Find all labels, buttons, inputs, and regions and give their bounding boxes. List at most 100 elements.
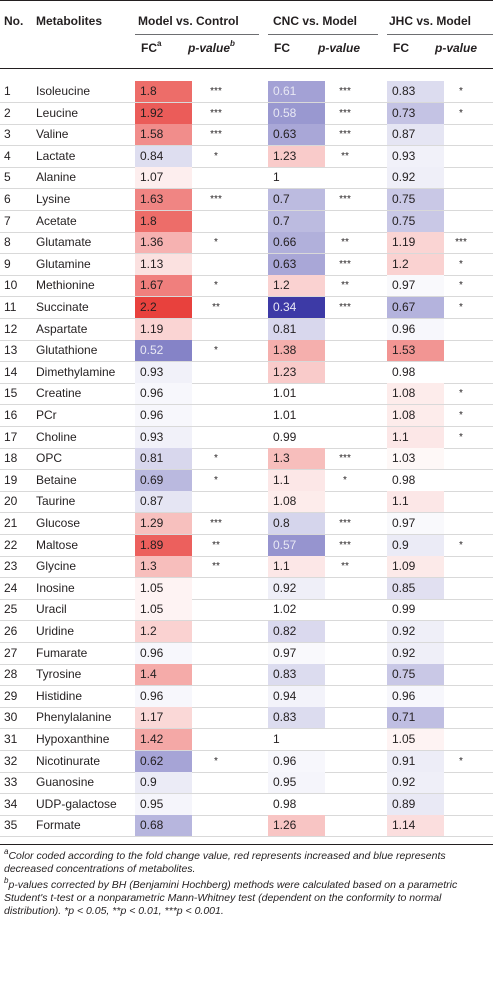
p-value-cell xyxy=(318,599,372,620)
p-value-cell xyxy=(189,686,243,707)
fold-change-cell: 0.63 xyxy=(268,124,325,146)
row-number: 3 xyxy=(4,127,11,142)
table-row: 3 Valine 1.58 *** 0.63 *** 0.87 xyxy=(0,124,493,147)
header-group-model-vs-control: Model vs. Control xyxy=(138,14,239,28)
fold-change-cell: 0.57 xyxy=(268,534,325,556)
fold-change-cell: 0.92 xyxy=(387,772,444,794)
fold-change-cell: 0.85 xyxy=(387,577,444,599)
fold-change-cell: 1.08 xyxy=(387,383,444,405)
fold-change-cell: 1.05 xyxy=(135,599,192,621)
row-divider xyxy=(0,771,493,773)
row-number: 15 xyxy=(4,386,18,401)
row-divider xyxy=(0,404,493,406)
p-value-cell: * xyxy=(214,150,218,162)
fold-change-cell: 0.87 xyxy=(387,124,444,146)
p-value-cell xyxy=(189,621,243,642)
row-number: 31 xyxy=(4,732,18,746)
p-value-cell xyxy=(434,599,488,620)
fold-change-cell: 0.96 xyxy=(387,685,444,707)
fold-change-cell: 1.2 xyxy=(135,621,192,642)
row-divider xyxy=(0,534,493,535)
row-number: 6 xyxy=(4,192,11,206)
fold-change-cell: 1.08 xyxy=(387,405,444,426)
fold-change-cell: 0.83 xyxy=(387,81,444,102)
p-value-cell: * xyxy=(214,280,218,292)
row-divider xyxy=(0,447,493,449)
table-row: 18 OPC 0.81 * 1.3 *** 1.03 xyxy=(0,448,493,471)
p-value-cell: *** xyxy=(339,129,351,141)
group-rule-3 xyxy=(387,34,493,35)
table-row: 26 Uridine 1.2 0.82 0.92 xyxy=(0,621,493,643)
row-divider xyxy=(0,750,493,751)
p-value-cell xyxy=(434,211,488,232)
fold-change-cell: 1.42 xyxy=(135,729,192,750)
p-value-cell: *** xyxy=(210,107,222,119)
p-value-cell xyxy=(434,664,488,685)
fold-change-cell: 0.83 xyxy=(268,664,325,686)
row-divider xyxy=(0,274,493,276)
fold-change-cell: 1.92 xyxy=(135,102,192,124)
fold-change-cell: 1 xyxy=(273,170,280,185)
p-value-cell xyxy=(189,383,243,404)
row-number: 30 xyxy=(4,710,18,725)
row-divider xyxy=(0,512,493,514)
fold-change-cell: 1 xyxy=(273,732,280,746)
p-value-cell: * xyxy=(214,474,218,486)
row-number: 16 xyxy=(4,408,18,422)
p-value-cell xyxy=(318,707,372,728)
row-number: 29 xyxy=(4,688,18,703)
fold-change-cell: 1.09 xyxy=(387,556,444,578)
fold-change-cell: 0.93 xyxy=(135,426,192,448)
fold-change-cell: 0.84 xyxy=(135,145,192,167)
p-value-cell: * xyxy=(459,280,463,292)
fold-change-cell: 0.71 xyxy=(387,707,444,729)
row-number: 26 xyxy=(4,624,18,638)
p-value-cell: * xyxy=(459,539,463,551)
row-divider xyxy=(0,382,493,384)
p-value-cell xyxy=(434,146,488,167)
table-row: 25 Uracil 1.05 1.02 0.99 xyxy=(0,599,493,622)
fold-change-cell: 0.69 xyxy=(135,469,192,491)
p-value-cell xyxy=(189,319,243,340)
table-row: 7 Acetate 1.8 0.7 0.75 xyxy=(0,210,493,233)
fold-change-cell: 0.73 xyxy=(387,102,444,124)
p-value-cell xyxy=(189,254,243,275)
p-value-cell: ** xyxy=(341,561,349,573)
fold-change-cell: 1.17 xyxy=(135,707,192,729)
p-value-cell xyxy=(189,729,243,750)
metabolite-name: Histidine xyxy=(36,688,83,703)
header-fc-jhc: FC xyxy=(393,41,409,55)
row-number: 5 xyxy=(4,170,11,185)
row-divider xyxy=(0,793,493,795)
table-row: 14 Dimethylamine 0.93 1.23 0.98 xyxy=(0,361,493,384)
table-row: 34 UDP-galactose 0.95 0.98 0.89 xyxy=(0,793,493,816)
p-value-cell: *** xyxy=(210,86,222,97)
table-row: 29 Histidine 0.96 0.94 0.96 xyxy=(0,685,493,708)
row-divider xyxy=(0,231,493,233)
p-value-cell xyxy=(434,448,488,469)
row-divider xyxy=(0,426,493,427)
row-number: 27 xyxy=(4,645,18,660)
p-value-cell xyxy=(189,643,243,664)
header-group-cnc-vs-model: CNC vs. Model xyxy=(273,14,358,28)
metabolite-name: Valine xyxy=(36,127,69,142)
metabolite-name: PCr xyxy=(36,408,57,422)
p-value-cell xyxy=(318,405,372,426)
p-value-cell xyxy=(434,513,488,534)
row-divider xyxy=(0,102,493,103)
p-value-cell: *** xyxy=(339,539,351,551)
row-number: 24 xyxy=(4,580,18,595)
p-value-cell xyxy=(434,319,488,340)
table-row: 21 Glucose 1.29 *** 0.8 *** 0.97 xyxy=(0,513,493,535)
footnote-b-text: p-values corrected by BH (Benjamini Hoch… xyxy=(4,879,458,917)
fold-change-cell: 0.92 xyxy=(387,167,444,189)
metabolite-name: Hypoxanthine xyxy=(36,732,110,746)
p-value-cell: *** xyxy=(339,258,351,270)
footnote-a: aColor coded according to the fold chang… xyxy=(4,847,491,876)
table-row: 27 Fumarate 0.96 0.97 0.92 xyxy=(0,642,493,665)
fold-change-cell: 0.96 xyxy=(135,685,192,707)
fold-change-cell: 1.01 xyxy=(273,386,297,401)
p-value-cell: * xyxy=(459,431,463,443)
p-value-cell xyxy=(318,751,372,772)
fold-change-cell: 0.75 xyxy=(387,189,444,210)
